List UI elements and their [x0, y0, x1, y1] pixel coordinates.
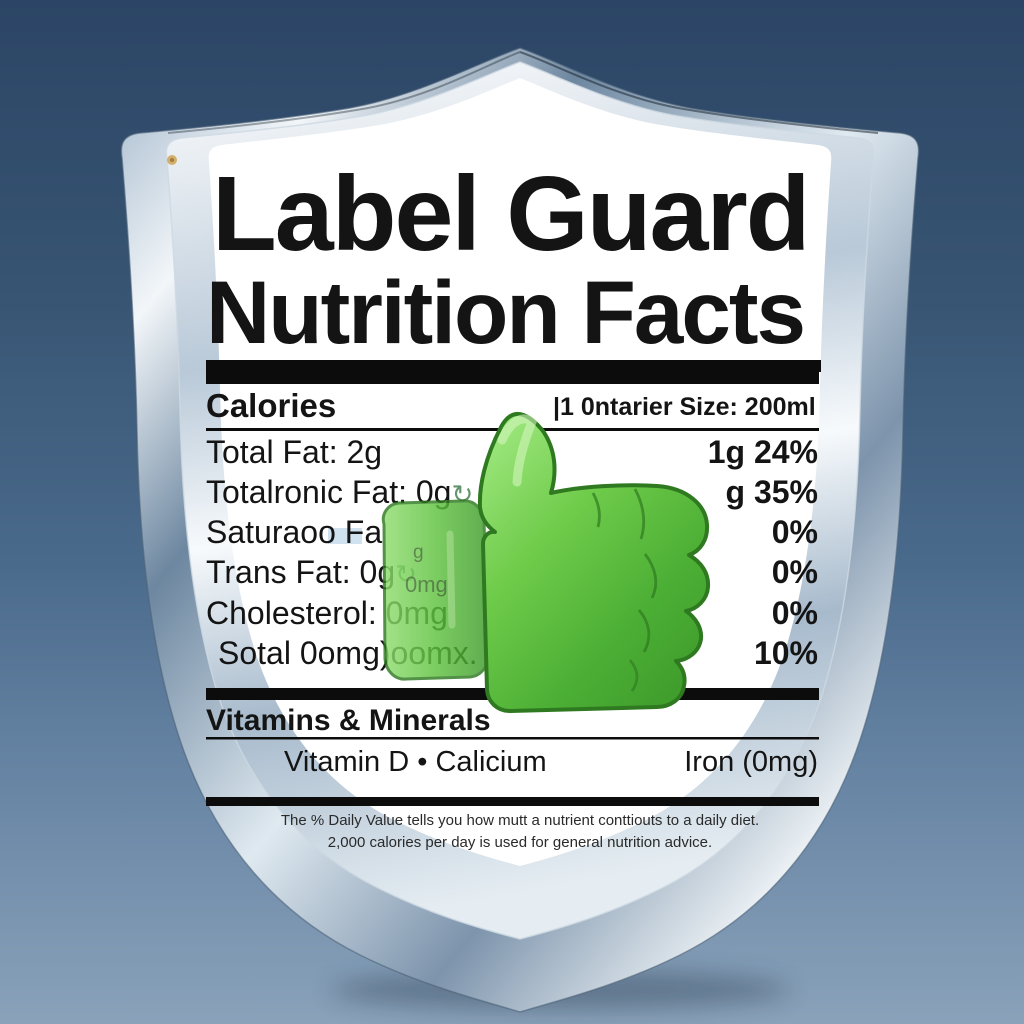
svg-text:10%: 10% [754, 635, 818, 671]
svg-text:Nutrition Facts: Nutrition Facts [206, 262, 804, 362]
svg-text:The % Daily Value tells you ho: The % Daily Value tells you how mutt a n… [281, 812, 759, 829]
svg-text:Vitamin D • Calicium: Vitamin D • Calicium [284, 746, 547, 778]
svg-text:Iron (0mg): Iron (0mg) [684, 746, 818, 778]
svg-text:0%: 0% [772, 595, 818, 631]
svg-text:2,000 calories per day is used: 2,000 calories per day is used for gener… [328, 834, 712, 851]
svg-text:0%: 0% [772, 554, 818, 590]
svg-text:|1 0ntarier Size: 200ml: |1 0ntarier Size: 200ml [553, 393, 816, 421]
svg-text:Total Fat: 2g: Total Fat: 2g [206, 434, 382, 470]
svg-text:Saturaoo Fa: Saturaoo Fa [206, 514, 382, 550]
svg-text:Calories: Calories [206, 387, 336, 424]
svg-text:0%: 0% [772, 514, 818, 550]
svg-text:1g 24%: 1g 24% [708, 434, 818, 470]
svg-text:g 35%: g 35% [726, 474, 818, 510]
svg-text:0mg: 0mg [405, 572, 448, 597]
svg-text:Vitamins & Minerals: Vitamins & Minerals [206, 704, 491, 737]
svg-text:g: g [413, 542, 424, 563]
svg-text:Label Guard: Label Guard [212, 155, 808, 273]
